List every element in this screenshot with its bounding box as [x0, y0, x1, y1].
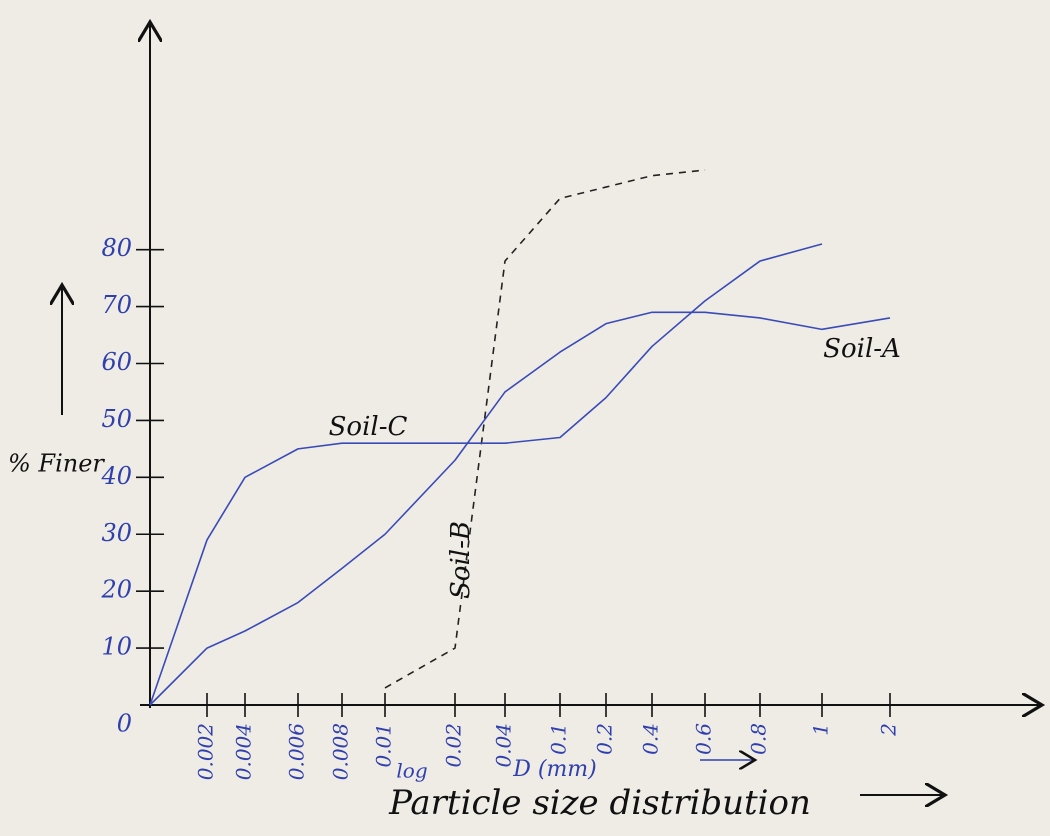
x-tick-label: 0.04 — [492, 723, 516, 768]
series-line — [385, 170, 705, 688]
y-tick-label: 50 — [101, 405, 132, 433]
chart: Particle size distribution D (mm) log % … — [0, 0, 1050, 836]
y-tick-label: 0 — [117, 710, 132, 738]
y-axis-label: % Finer — [8, 450, 105, 478]
x-tick-label: 0.8 — [747, 723, 771, 755]
x-tick-label: 0.6 — [692, 723, 716, 755]
x-tick-label: 0.01 — [372, 723, 396, 768]
x-tick-label: 2 — [877, 723, 901, 737]
x-tick-label: 0.1 — [547, 723, 571, 755]
x-tick-label: 1 — [809, 723, 833, 736]
series-line — [150, 312, 890, 705]
series-label: Soil-C — [329, 412, 408, 442]
y-tick-label: 70 — [101, 291, 132, 319]
x-tick-label: 0.004 — [232, 723, 256, 780]
y-tick-label: 80 — [101, 234, 132, 262]
series-label: Soil-B — [446, 521, 476, 599]
x-tick-label: 0.008 — [329, 723, 353, 780]
x-tick-label: 0.006 — [285, 723, 309, 781]
y-tick-label: 60 — [101, 348, 132, 376]
x-tick-label: 0.2 — [593, 723, 617, 755]
series-line — [150, 244, 822, 705]
series-label: Soil-A — [823, 334, 901, 364]
y-tick-label: 40 — [100, 462, 132, 490]
page: {"chart_data": { "type": "line", "title"… — [0, 0, 1050, 836]
x-tick-label: 0.4 — [639, 723, 663, 755]
x-tick-label: 0.002 — [194, 723, 218, 780]
y-tick-label: 20 — [100, 576, 132, 604]
x-title: Particle size distribution — [388, 783, 811, 823]
x-tick-label: 0.02 — [442, 723, 466, 768]
scale-note: log — [396, 759, 427, 783]
x-axis-label: D (mm) — [512, 757, 597, 782]
y-tick-label: 30 — [101, 519, 132, 547]
y-tick-label: 10 — [101, 633, 132, 661]
